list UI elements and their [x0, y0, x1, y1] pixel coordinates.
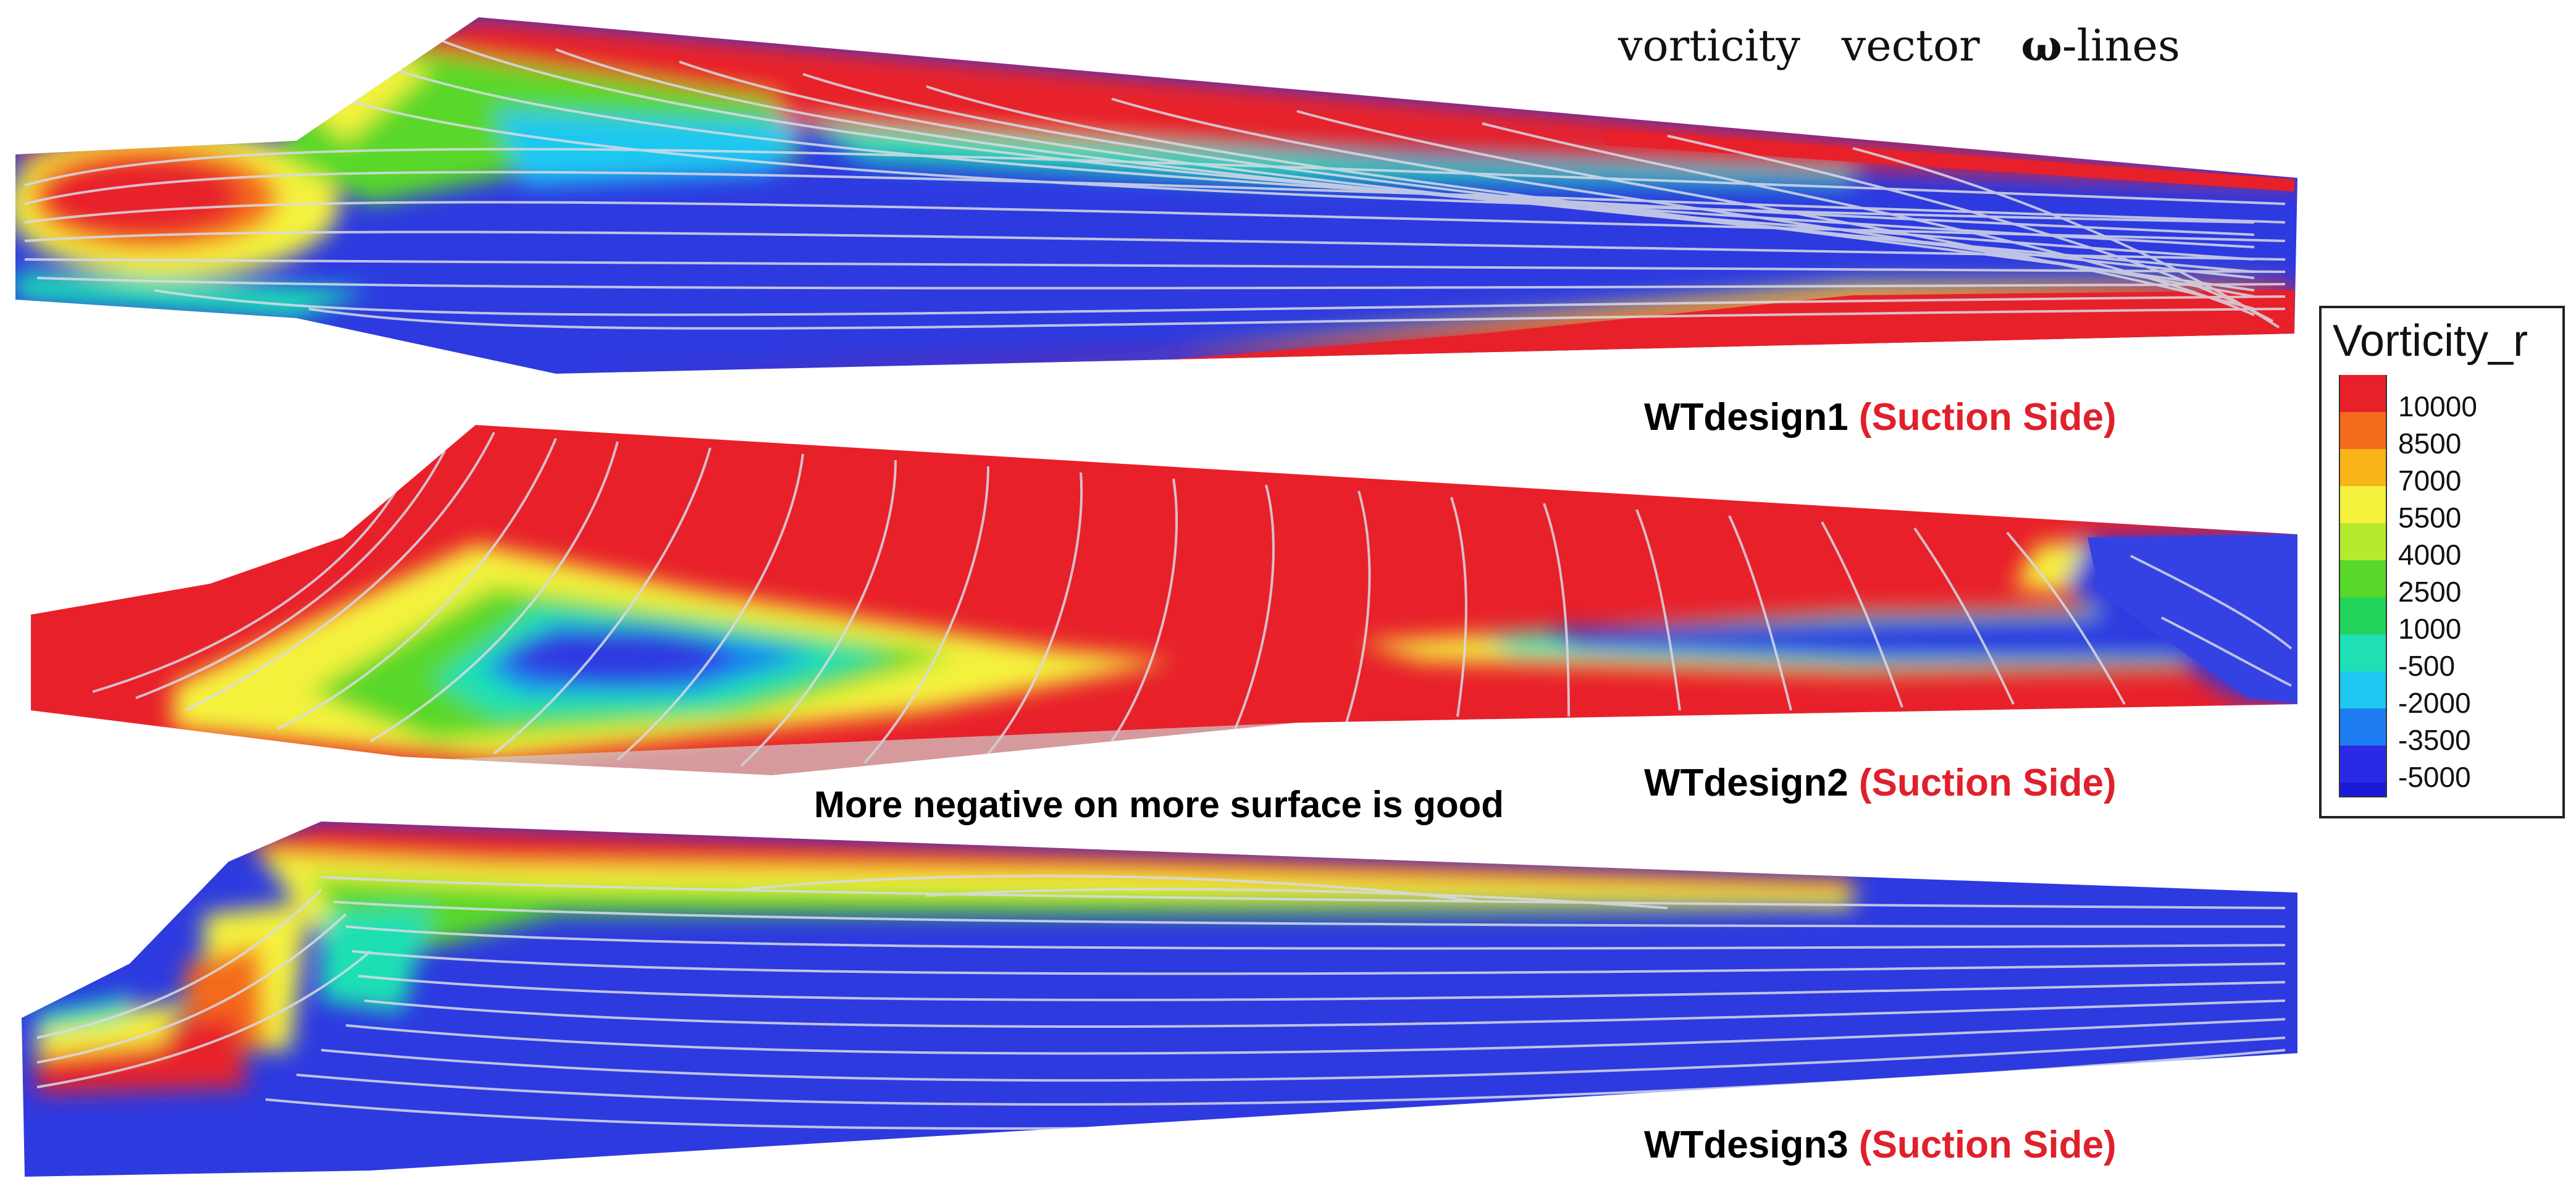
legend-level: 5500 — [2339, 486, 2549, 532]
header-word-vorticity: vorticity — [1618, 20, 1800, 71]
legend-title: Vorticity_r — [2333, 316, 2528, 366]
legend-swatch — [2339, 486, 2387, 523]
legend-level-label: 4000 — [2398, 539, 2462, 571]
legend-swatch-end — [2339, 783, 2387, 797]
vorticity-legend: Vorticity_r 10000 8500 7000 5500 4000 2500 100… — [2319, 306, 2565, 818]
legend-level: 10000 — [2339, 375, 2549, 421]
legend-swatch — [2339, 746, 2387, 783]
legend-swatch — [2339, 634, 2387, 671]
legend-level: 4000 — [2339, 523, 2549, 569]
legend-swatch — [2339, 523, 2387, 560]
legend-level-label: 10000 — [2398, 390, 2477, 423]
header-word-vector: vector — [1841, 20, 1980, 71]
legend-level: 2500 — [2339, 560, 2549, 606]
legend-level-label: 8500 — [2398, 427, 2462, 460]
legend-swatch — [2339, 671, 2387, 708]
legend-level: -500 — [2339, 634, 2549, 680]
design3-side: (Suction Side) — [1858, 1124, 2117, 1166]
interpretation-note: More negative on more surface is good — [814, 784, 1504, 825]
legend-level-label: 1000 — [2398, 613, 2462, 645]
design2-side: (Suction Side) — [1858, 762, 2117, 804]
header-word-lines: -lines — [2062, 20, 2180, 71]
legend-level-label: -2000 — [2398, 687, 2471, 719]
design1-name: WTdesign1 — [1644, 396, 1848, 439]
legend-swatch — [2339, 449, 2387, 486]
legend-level: -5000 — [2339, 746, 2549, 791]
legend-level-label: 7000 — [2398, 465, 2462, 497]
legend-level: -3500 — [2339, 708, 2549, 754]
design3-label: WTdesign3 (Suction Side) — [1644, 1123, 2117, 1167]
legend-level-label: 5500 — [2398, 502, 2462, 534]
legend-level-label: -3500 — [2398, 724, 2471, 756]
legend-swatch — [2339, 708, 2387, 746]
legend-swatch — [2339, 412, 2387, 449]
legend-level-label: -5000 — [2398, 761, 2471, 793]
legend-level: 7000 — [2339, 449, 2549, 495]
header-omega-symbol: ω — [2021, 20, 2063, 71]
header-caption: vorticity vector ω-lines — [1618, 20, 2180, 71]
legend-swatch — [2339, 375, 2387, 412]
design2-label: WTdesign2 (Suction Side) — [1644, 761, 2117, 805]
legend-level: 1000 — [2339, 597, 2549, 643]
legend-swatch — [2339, 597, 2387, 634]
legend-level-label: -500 — [2398, 650, 2456, 682]
legend-level: -2000 — [2339, 671, 2549, 717]
design3-name: WTdesign3 — [1644, 1124, 1848, 1166]
legend-level: 8500 — [2339, 412, 2549, 458]
design1-label: WTdesign1 (Suction Side) — [1644, 395, 2117, 439]
design2-name: WTdesign2 — [1644, 762, 1848, 804]
design1-side: (Suction Side) — [1858, 396, 2117, 439]
legend-level-label: 2500 — [2398, 576, 2462, 608]
legend-swatch — [2339, 560, 2387, 597]
